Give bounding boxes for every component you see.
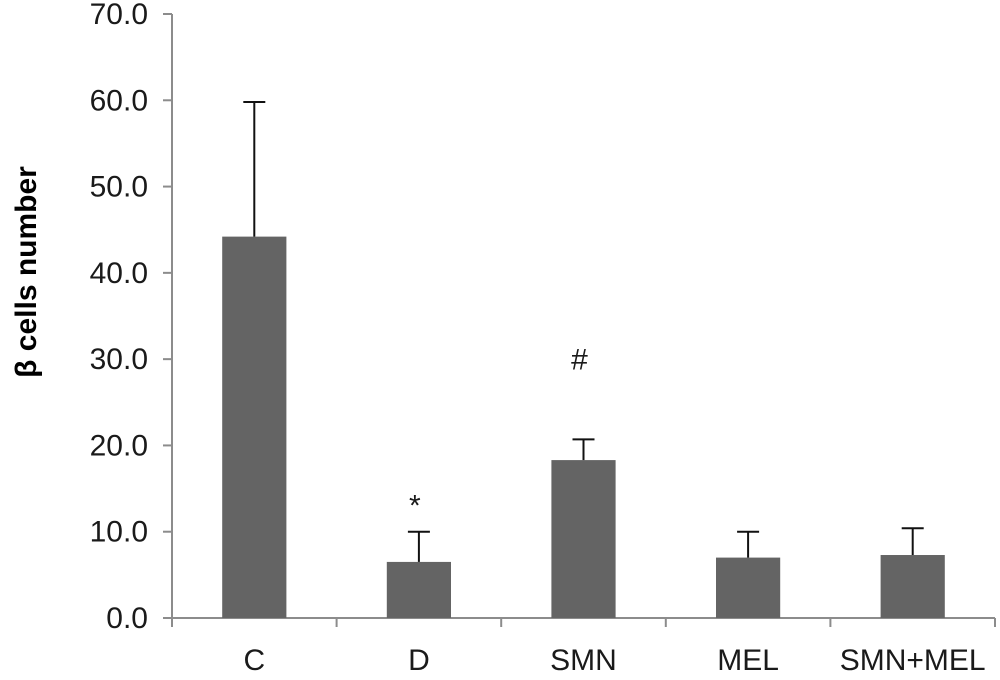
annotations: *# bbox=[409, 343, 588, 522]
y-axis-title-group: β cells number bbox=[10, 166, 43, 378]
y-tick-label: 60.0 bbox=[90, 84, 148, 117]
x-tick-label: D bbox=[408, 644, 430, 677]
bar bbox=[222, 236, 287, 619]
error-bars bbox=[243, 101, 924, 562]
y-tick-label: 30.0 bbox=[90, 343, 148, 376]
y-ticks: 0.0 10.0 20.0 30.0 40.0 50.0 60.0 70.0 bbox=[90, 0, 172, 635]
significance-annotation: * bbox=[409, 490, 421, 523]
y-tick-label: 0.0 bbox=[106, 602, 148, 635]
y-tick-label: 10.0 bbox=[90, 516, 148, 549]
y-axis-title: β cells number bbox=[10, 166, 43, 378]
bar bbox=[880, 555, 945, 618]
bars bbox=[222, 236, 945, 619]
bar bbox=[386, 561, 451, 618]
y-tick-label: 20.0 bbox=[90, 429, 148, 462]
x-tick-label: SMN+MEL bbox=[840, 644, 986, 677]
x-tick-label: MEL bbox=[717, 644, 779, 677]
x-tick-label: C bbox=[243, 644, 265, 677]
y-tick-label: 70.0 bbox=[90, 0, 148, 31]
y-tick-label: 40.0 bbox=[90, 257, 148, 290]
y-tick-label: 50.0 bbox=[90, 171, 148, 204]
x-tick-label: SMN bbox=[550, 644, 617, 677]
bar bbox=[551, 460, 616, 618]
x-tick-labels: C D SMN MEL SMN+MEL bbox=[243, 644, 985, 677]
bar bbox=[716, 557, 781, 618]
significance-annotation: # bbox=[571, 343, 588, 376]
